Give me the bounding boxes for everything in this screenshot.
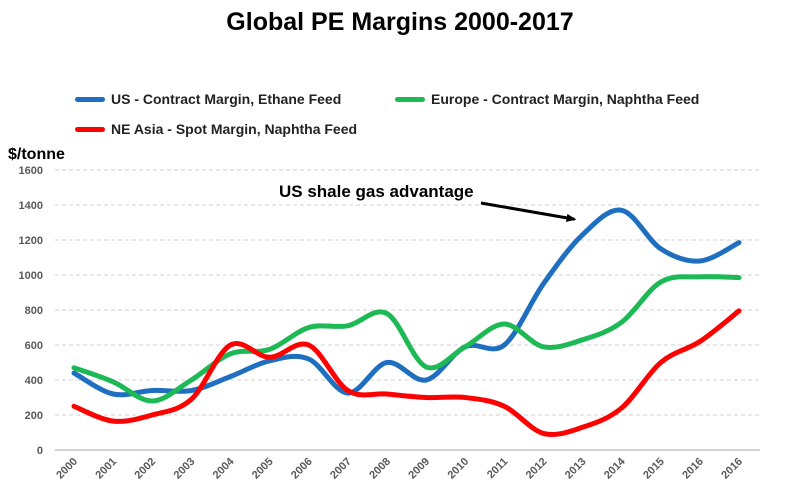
legend-item-us: US - Contract Margin, Ethane Feed (75, 91, 341, 107)
legend-item-europe: Europe - Contract Margin, Naphtha Feed (395, 91, 699, 107)
x-tick-label: 2016 (680, 456, 706, 482)
y-tick-label: 1000 (19, 270, 43, 282)
y-tick-label: 600 (25, 340, 43, 352)
x-tick-label: 2011 (485, 456, 510, 481)
x-tick-label: 2005 (250, 456, 276, 482)
x-tick-label: 2012 (524, 456, 550, 482)
series-line-europe (71, 274, 742, 404)
y-tick-label: 800 (25, 305, 43, 317)
legend-swatch-europe (395, 96, 425, 102)
x-tick-label: 2000 (54, 456, 80, 482)
annotation-label: US shale gas advantage (279, 182, 474, 201)
x-tick-label: 2010 (445, 456, 471, 482)
x-tick-label: 2008 (367, 456, 393, 482)
legend-swatch-ne-asia (75, 126, 105, 132)
x-tick-label: 2016 (719, 456, 745, 482)
y-tick-label: 200 (25, 410, 43, 422)
x-tick-label: 2009 (406, 456, 432, 482)
legend-label-us: US - Contract Margin, Ethane Feed (111, 91, 342, 107)
y-tick-label: 1400 (19, 200, 43, 212)
x-tick-label: 2015 (641, 456, 667, 482)
y-tick-label: 400 (25, 375, 43, 387)
x-tick-label: 2003 (172, 456, 198, 482)
y-tick-label: 1200 (19, 235, 43, 247)
x-tick-label: 2007 (328, 456, 354, 482)
legend-label-ne-asia: NE Asia - Spot Margin, Naphtha Feed (111, 121, 358, 137)
x-tick-label: 2002 (133, 456, 159, 482)
legend-swatch-us (75, 96, 105, 102)
y-tick-label: 0 (37, 445, 43, 457)
x-tick-label: 2001 (93, 456, 119, 482)
x-tick-label: 2013 (563, 456, 589, 482)
series-line-ne-asia (71, 308, 742, 438)
y-tick-label: 1600 (19, 165, 43, 177)
x-tick-label: 2004 (211, 455, 237, 481)
y-axis-unit-label: $/tonne (8, 146, 65, 163)
series-line-us (71, 207, 742, 398)
x-tick-label: 2014 (602, 455, 628, 481)
chart-title: Global PE Margins 2000-2017 (226, 8, 574, 36)
annotation-arrow (480, 201, 577, 222)
legend-label-europe: Europe - Contract Margin, Naphtha Feed (431, 91, 700, 107)
legend-item-ne-asia: NE Asia - Spot Margin, Naphtha Feed (75, 121, 357, 137)
x-tick-label: 2006 (289, 456, 315, 482)
